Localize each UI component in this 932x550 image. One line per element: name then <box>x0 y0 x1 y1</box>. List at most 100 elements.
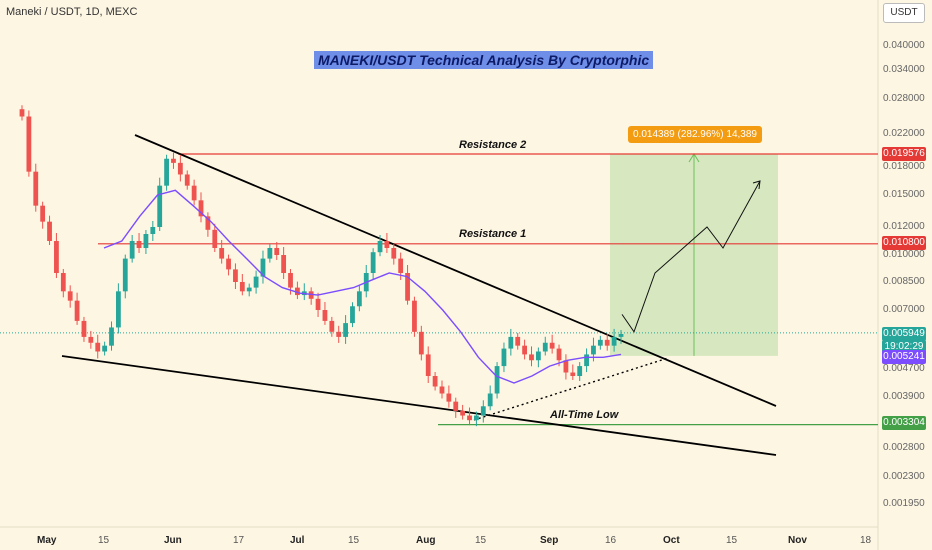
candle[interactable] <box>425 346 431 383</box>
candle[interactable] <box>604 333 610 351</box>
candle[interactable] <box>597 335 603 350</box>
candle[interactable] <box>26 110 32 177</box>
candle[interactable] <box>480 400 486 423</box>
candle[interactable] <box>246 283 252 297</box>
candle[interactable] <box>494 362 500 399</box>
candle[interactable] <box>391 244 397 265</box>
candle[interactable] <box>260 250 266 284</box>
candle[interactable] <box>198 192 204 223</box>
candle[interactable] <box>549 334 555 354</box>
candle[interactable] <box>336 325 342 343</box>
resistance-2-label: Resistance 2 <box>459 139 527 151</box>
lower-trendline[interactable] <box>61 355 777 456</box>
time-tick-label: 15 <box>726 535 738 546</box>
candle[interactable] <box>109 321 114 351</box>
candle[interactable] <box>150 221 156 241</box>
candle[interactable] <box>322 302 328 325</box>
candle[interactable] <box>95 334 101 359</box>
target-measure-label: 0.014389 (282.96%) 14,389 <box>628 126 762 143</box>
price-tick-label: 0.022000 <box>883 128 925 139</box>
candle[interactable] <box>577 362 583 381</box>
candle[interactable] <box>563 354 569 380</box>
candle[interactable] <box>301 283 307 301</box>
candle[interactable] <box>343 315 348 344</box>
candle[interactable] <box>19 105 25 121</box>
candle[interactable] <box>191 179 197 206</box>
candle[interactable] <box>205 212 211 237</box>
candle[interactable] <box>274 242 280 260</box>
candle[interactable] <box>102 341 108 356</box>
candle[interactable] <box>329 316 335 337</box>
candle[interactable] <box>618 330 624 344</box>
candle[interactable] <box>143 230 149 254</box>
candle[interactable] <box>584 348 589 373</box>
candle[interactable] <box>295 281 300 300</box>
candle[interactable] <box>453 397 459 418</box>
candle[interactable] <box>522 339 528 360</box>
candle[interactable] <box>542 336 548 356</box>
candle[interactable] <box>308 287 314 305</box>
candle[interactable] <box>515 332 521 350</box>
candle[interactable] <box>212 223 218 252</box>
candle[interactable] <box>164 154 169 191</box>
candle[interactable] <box>171 152 176 169</box>
upper-trendline[interactable] <box>134 134 777 407</box>
candle[interactable] <box>474 411 479 427</box>
moving-average-line[interactable] <box>103 189 622 384</box>
candle[interactable] <box>33 163 39 212</box>
candle[interactable] <box>157 177 163 231</box>
candle[interactable] <box>611 328 617 352</box>
candle[interactable] <box>233 263 238 289</box>
candle[interactable] <box>529 346 534 367</box>
currency-unit-button[interactable]: USDT <box>883 3 925 23</box>
candle[interactable] <box>487 385 493 411</box>
candle[interactable] <box>81 316 87 342</box>
candle[interactable] <box>47 215 52 245</box>
candle[interactable] <box>226 254 231 276</box>
candle[interactable] <box>122 254 128 299</box>
price-tick-label: 0.015000 <box>883 189 925 200</box>
candle[interactable] <box>446 385 452 408</box>
candle[interactable] <box>239 274 245 296</box>
candle[interactable] <box>219 240 225 264</box>
candle[interactable] <box>74 292 80 325</box>
projected-path[interactable] <box>621 180 761 333</box>
candle[interactable] <box>570 364 576 381</box>
candle[interactable] <box>432 372 438 391</box>
candle[interactable] <box>129 235 135 263</box>
candle[interactable] <box>40 201 46 229</box>
candle[interactable] <box>412 296 417 337</box>
time-tick-label: Oct <box>663 535 680 546</box>
candle[interactable] <box>67 285 73 308</box>
candle[interactable] <box>253 270 259 294</box>
candle[interactable] <box>508 328 514 356</box>
symbol-info[interactable]: Maneki / USDT, 1D, MEXC <box>6 6 138 18</box>
candle[interactable] <box>418 325 424 361</box>
candle[interactable] <box>460 404 466 420</box>
candle[interactable] <box>60 269 66 298</box>
candle[interactable] <box>370 248 376 280</box>
candle[interactable] <box>315 292 321 317</box>
candle[interactable] <box>177 154 183 182</box>
candle[interactable] <box>356 285 362 312</box>
candle[interactable] <box>115 283 121 334</box>
candle[interactable] <box>467 407 472 426</box>
candle[interactable] <box>535 347 541 368</box>
candle[interactable] <box>136 233 142 253</box>
candle[interactable] <box>88 330 94 349</box>
candle[interactable] <box>439 380 445 399</box>
candle[interactable] <box>54 233 59 278</box>
candle[interactable] <box>267 244 273 263</box>
candle[interactable] <box>384 233 390 253</box>
projected-path-arrowhead <box>752 180 761 190</box>
resistance-1-price-tag: 0.010800 <box>882 236 926 250</box>
candle[interactable] <box>184 170 190 190</box>
candle[interactable] <box>350 302 355 328</box>
candle[interactable] <box>501 342 507 373</box>
candle[interactable] <box>377 235 383 257</box>
candle[interactable] <box>405 265 410 305</box>
candle[interactable] <box>281 247 287 279</box>
rising-support-line[interactable] <box>473 357 669 421</box>
